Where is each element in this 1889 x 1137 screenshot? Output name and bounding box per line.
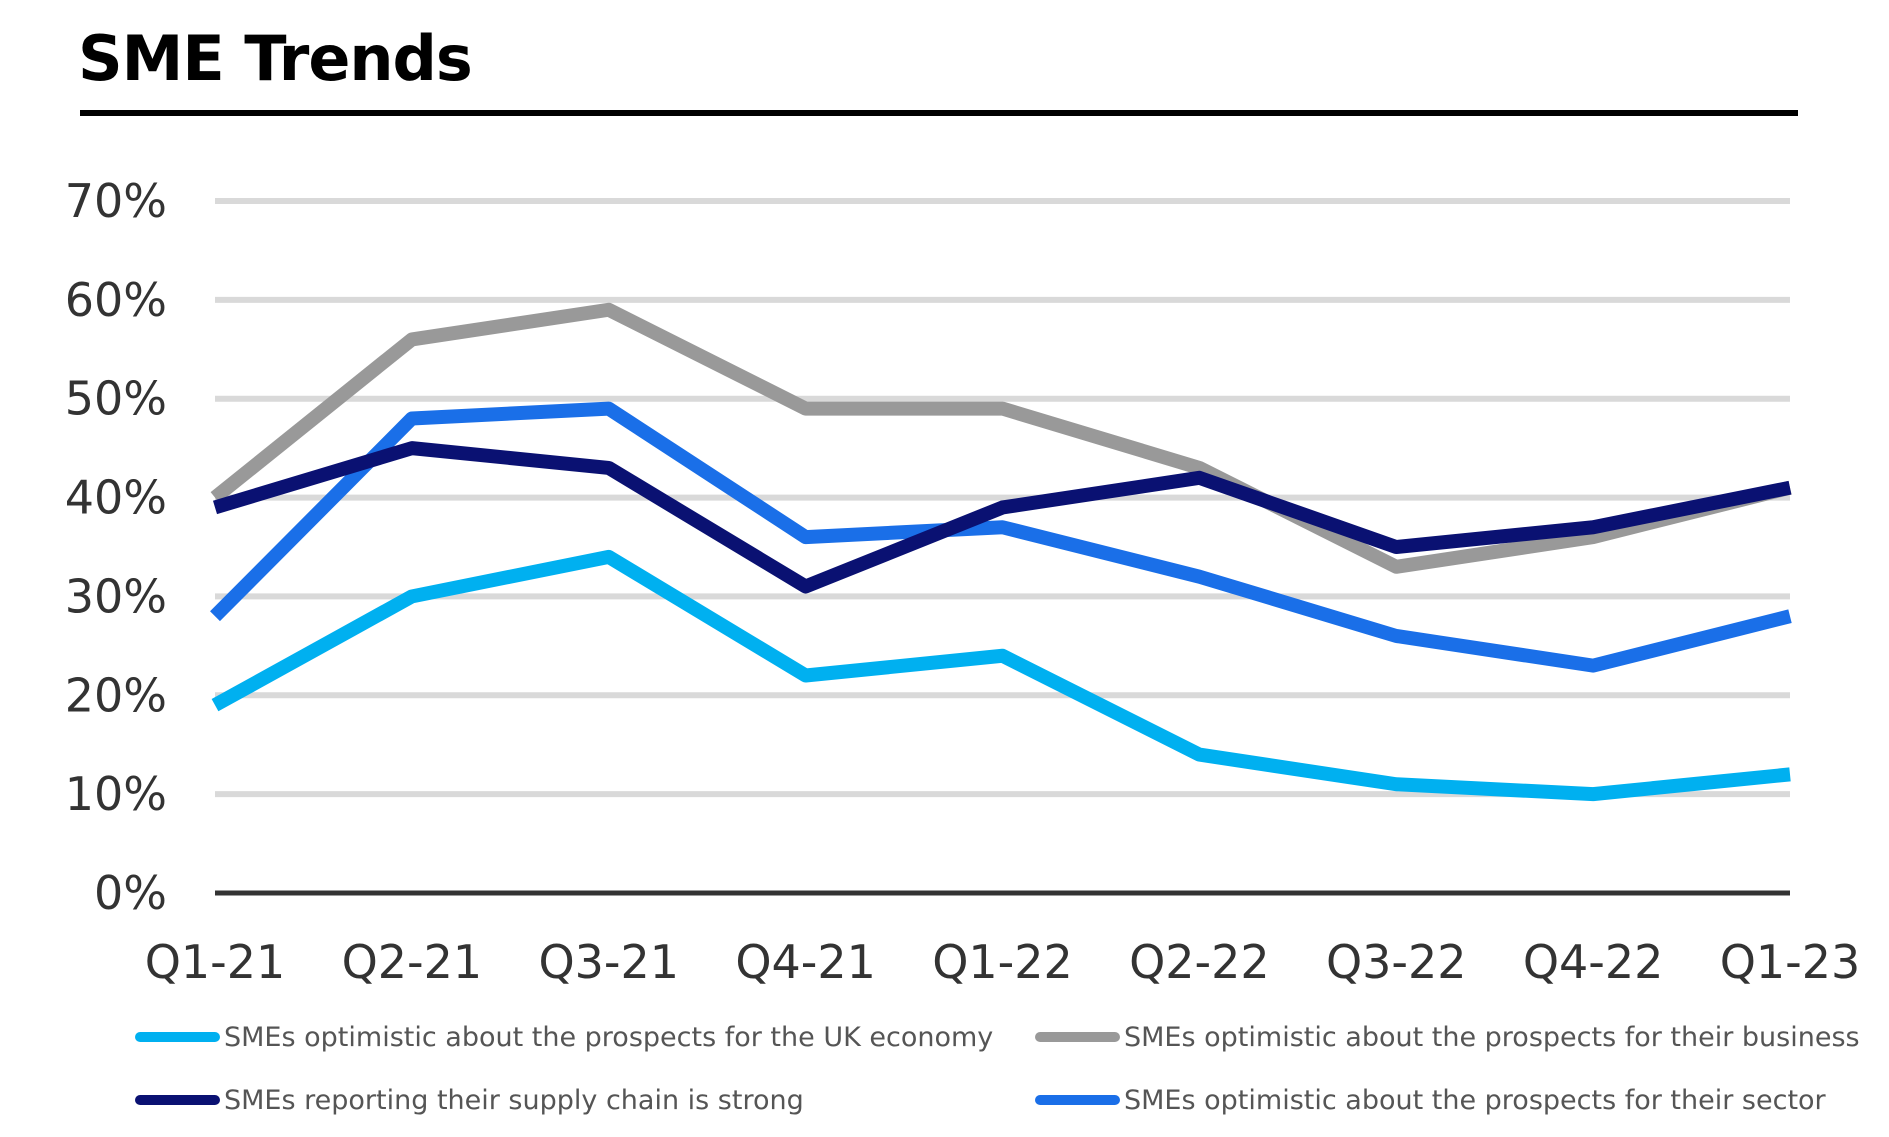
- x-tick-label: Q1-21: [145, 935, 286, 989]
- series-line: [212, 441, 1792, 594]
- y-axis-ticks: 0% 10% 20% 30% 40% 50% 60% 70%: [65, 174, 167, 920]
- x-axis-ticks: Q1-21 Q2-21 Q3-21 Q4-21 Q1-22 Q2-22 Q3-22 Q4-22…: [145, 935, 1861, 989]
- y-tick-label: 10%: [65, 767, 167, 821]
- x-tick-label: Q1-23: [1720, 935, 1861, 989]
- series-line: [210, 302, 1792, 574]
- x-tick-label: Q4-21: [735, 935, 876, 989]
- x-tick-label: Q3-22: [1326, 935, 1467, 989]
- y-tick-label: 60%: [65, 273, 167, 327]
- title-rule: [80, 110, 1798, 116]
- series-line: [211, 549, 1791, 802]
- x-tick-label: Q4-22: [1523, 935, 1664, 989]
- x-tick-label: Q2-22: [1129, 935, 1270, 989]
- x-tick-label: Q1-22: [932, 935, 1073, 989]
- y-tick-label: 30%: [65, 569, 167, 623]
- series-line: [210, 401, 1792, 673]
- x-tick-label: Q3-21: [538, 935, 679, 989]
- chart-title: SME Trends: [78, 22, 473, 95]
- x-tick-label: Q2-21: [342, 935, 483, 989]
- y-tick-label: 40%: [65, 471, 167, 525]
- series-lines: [210, 302, 1792, 802]
- y-tick-label: 70%: [65, 174, 167, 228]
- y-tick-label: 50%: [65, 372, 167, 426]
- y-tick-label: 0%: [94, 866, 167, 920]
- y-tick-label: 20%: [65, 668, 167, 722]
